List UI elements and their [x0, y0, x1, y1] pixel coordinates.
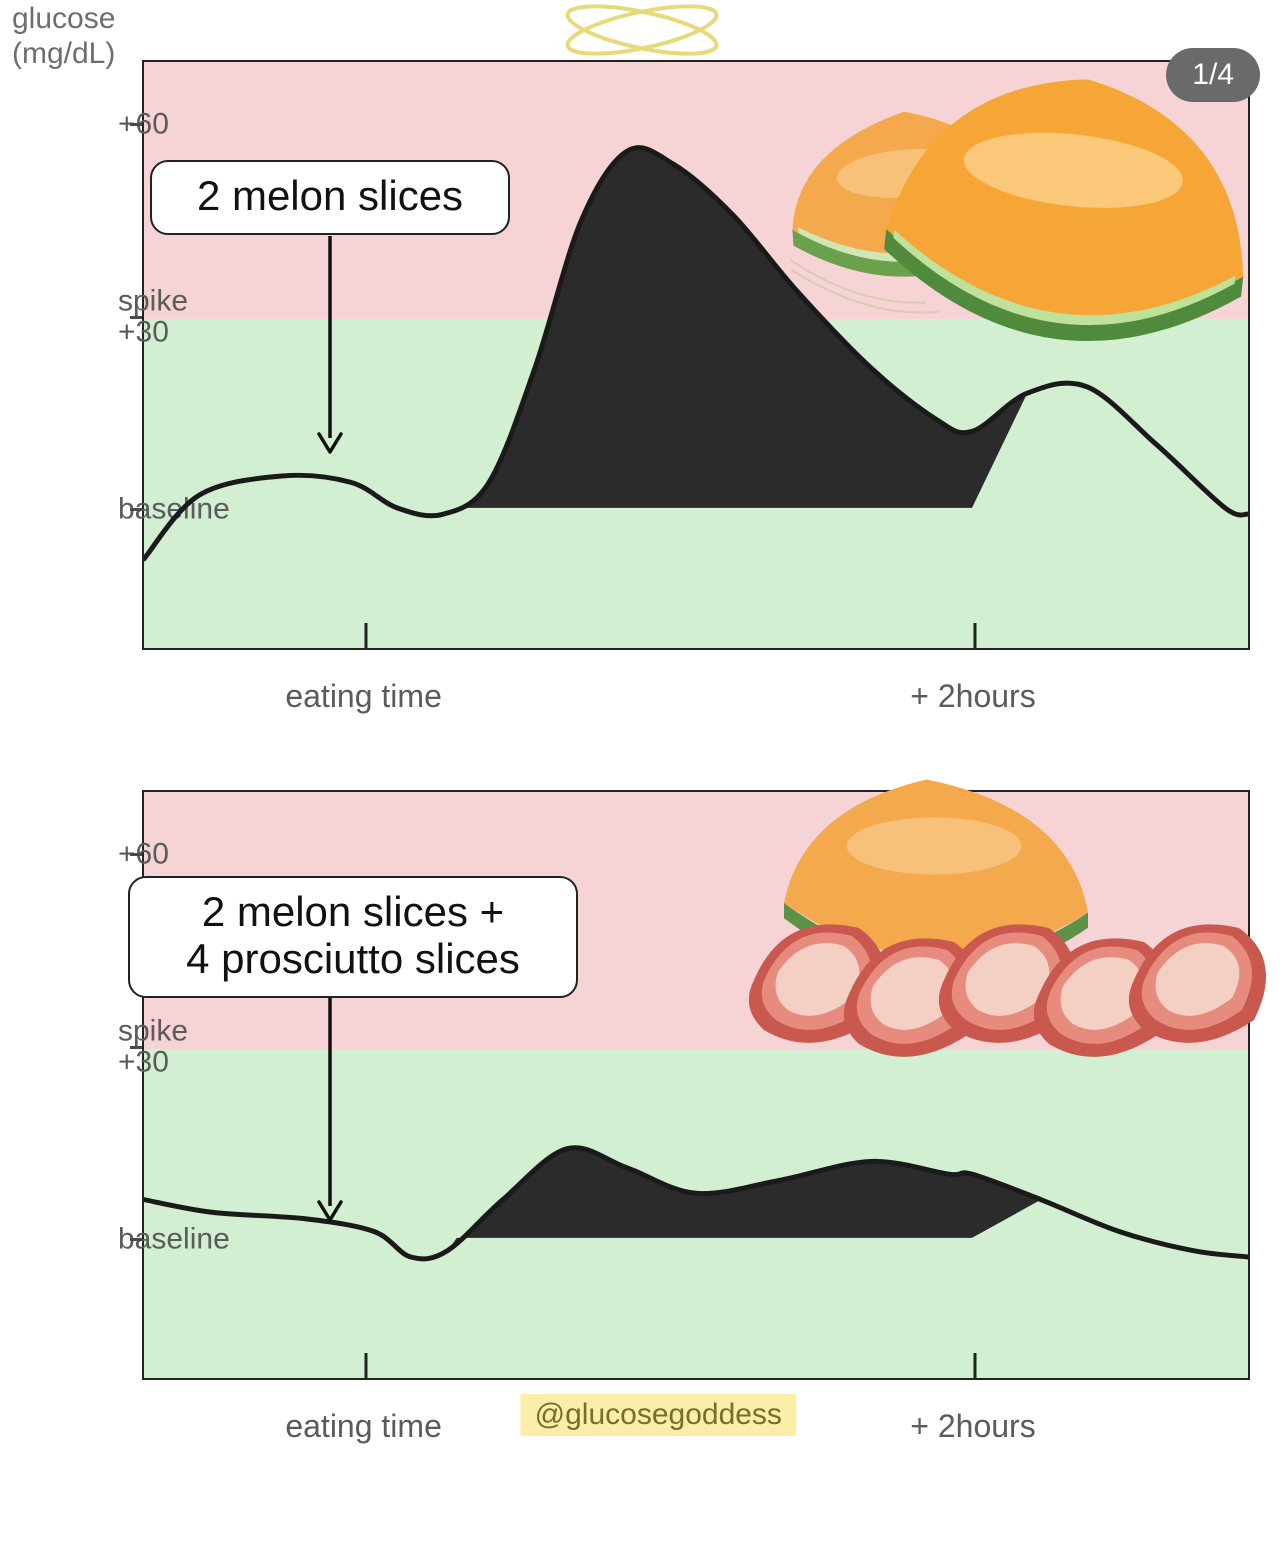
food-callout: 2 melon slices: [150, 160, 510, 235]
callout-text-line2: 4 prosciutto slices: [186, 935, 520, 982]
chart-melon-only: +60 spike +30 baseline eating time + 2ho…: [0, 60, 1284, 750]
y-tick-mark: [130, 1046, 142, 1049]
page-counter-badge: 1/4: [1166, 48, 1260, 102]
y-tick-label-30: spike +30: [118, 285, 128, 348]
x-tick-label-2hours: + 2hours: [910, 678, 1035, 715]
y-tick-mark: [130, 123, 142, 126]
y-tick-label-60: +60: [118, 108, 128, 140]
y-tick-mark: [130, 316, 142, 319]
page: glucose (mg/dL) 1/4 +60 spike +30: [0, 0, 1284, 1543]
callout-arrow-icon: [310, 998, 350, 1240]
y-tick-mark: [130, 853, 142, 856]
x-tick-label-eating: eating time: [285, 678, 442, 715]
credit-text: @glucosegoddess: [535, 1398, 782, 1431]
brand-logo-icon: [557, 2, 727, 63]
callout-arrow-icon: [310, 236, 350, 472]
y-tick-label-baseline: baseline: [118, 493, 128, 525]
x-tick-label-eating: eating time: [285, 1408, 442, 1445]
y-tick-mark: [130, 1238, 142, 1241]
credit-badge: @glucosegoddess: [521, 1394, 796, 1436]
page-counter-text: 1/4: [1192, 58, 1234, 91]
y-tick-label-30: spike +30: [118, 1015, 128, 1078]
y-tick-label-baseline: baseline: [118, 1223, 128, 1255]
food-callout: 2 melon slices + 4 prosciutto slices: [128, 876, 578, 998]
callout-text: 2 melon slices: [197, 172, 463, 219]
y-tick-mark: [130, 508, 142, 511]
chart-melon-prosciutto: +60 spike +30 baseline eating time + 2ho…: [0, 790, 1284, 1480]
x-tick-label-2hours: + 2hours: [910, 1408, 1035, 1445]
melon-prosciutto-illustration-icon: [724, 770, 1284, 1130]
callout-text-line1: 2 melon slices +: [202, 888, 504, 935]
y-tick-label-60: +60: [118, 838, 128, 870]
y-axis-title-line1: glucose: [12, 2, 115, 35]
